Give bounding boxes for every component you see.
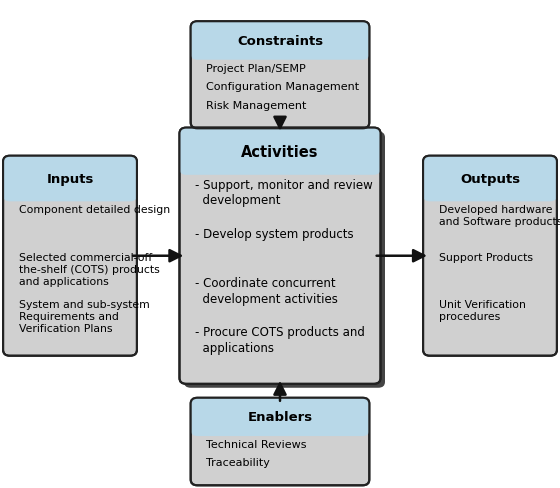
Bar xyxy=(200,48,360,57)
FancyBboxPatch shape xyxy=(190,22,370,61)
FancyBboxPatch shape xyxy=(190,398,370,485)
Text: Project Plan/SEMP: Project Plan/SEMP xyxy=(206,63,306,74)
Text: Unit Verification
procedures: Unit Verification procedures xyxy=(439,300,526,322)
Bar xyxy=(13,190,128,199)
Text: - Support, monitor and review
  development: - Support, monitor and review developmen… xyxy=(195,179,373,207)
Text: Technical Reviews: Technical Reviews xyxy=(206,439,307,449)
Text: Developed hardware
and Software products: Developed hardware and Software products xyxy=(439,205,560,227)
Text: Configuration Management: Configuration Management xyxy=(206,82,360,92)
FancyBboxPatch shape xyxy=(184,132,385,388)
Text: System and sub-system
Requirements and
Verification Plans: System and sub-system Requirements and V… xyxy=(19,300,150,333)
FancyBboxPatch shape xyxy=(3,156,137,356)
Text: Selected commercial-off
the-shelf (COTS) products
and applications: Selected commercial-off the-shelf (COTS)… xyxy=(19,252,160,286)
Text: Outputs: Outputs xyxy=(460,173,520,185)
Text: Activities: Activities xyxy=(241,144,319,160)
Text: Risk Management: Risk Management xyxy=(206,101,307,111)
Text: - Procure COTS products and
  applications: - Procure COTS products and applications xyxy=(195,325,365,354)
FancyBboxPatch shape xyxy=(179,128,381,176)
FancyBboxPatch shape xyxy=(423,156,557,202)
Text: - Develop system products: - Develop system products xyxy=(195,227,354,241)
Text: Support Products: Support Products xyxy=(439,252,533,262)
FancyBboxPatch shape xyxy=(190,398,370,436)
FancyBboxPatch shape xyxy=(190,22,370,129)
Text: Component detailed design: Component detailed design xyxy=(19,205,170,215)
FancyBboxPatch shape xyxy=(423,156,557,356)
Bar xyxy=(200,424,360,433)
Bar xyxy=(432,190,547,199)
Text: - Coordinate concurrent
  development activities: - Coordinate concurrent development acti… xyxy=(195,277,338,305)
Text: Constraints: Constraints xyxy=(237,35,323,48)
FancyBboxPatch shape xyxy=(179,128,381,384)
Text: Enablers: Enablers xyxy=(248,410,312,424)
FancyBboxPatch shape xyxy=(3,156,137,202)
Text: Inputs: Inputs xyxy=(46,173,94,185)
Bar xyxy=(189,163,371,172)
Text: Traceability: Traceability xyxy=(206,458,270,468)
